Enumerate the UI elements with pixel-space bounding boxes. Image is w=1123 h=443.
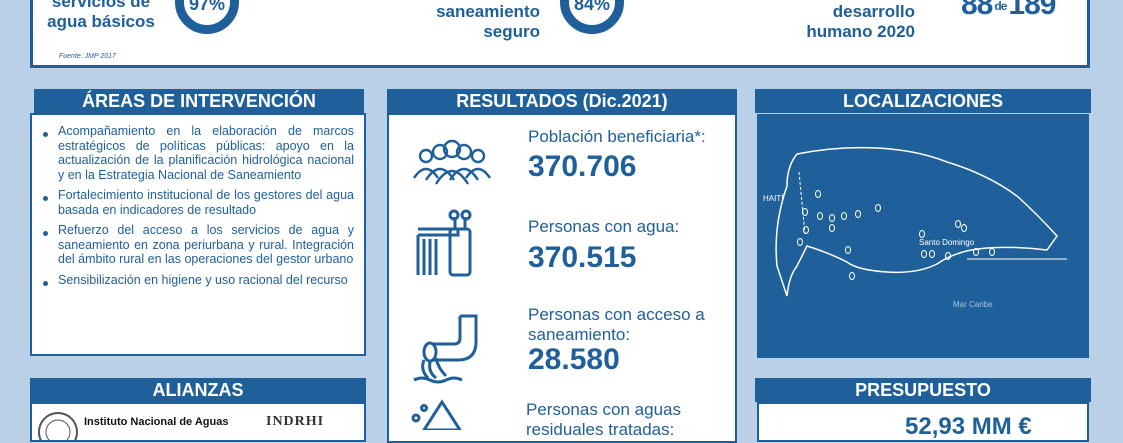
location-pin [955,220,961,228]
map-label-sea: Mar Caribe [953,300,993,309]
result-wastewater-label: Personas con aguas residuales tratadas: [526,400,681,439]
alliances-title: ALIANZAS [30,378,366,402]
inst-seal-icon [38,412,78,440]
stat-water-label: servicios de agua básicos [47,0,155,31]
sewage-pipe-icon [413,314,478,384]
location-pin [829,214,835,222]
location-pin [973,248,979,256]
budget-title: PRESUPUESTO [755,378,1091,402]
areas-item: Acompañamiento en la elaboración de marc… [36,124,354,182]
areas-panel [30,113,366,356]
location-pin [829,224,835,232]
source-note: Fuente: JMP 2017 [59,53,116,60]
locations-map: HAITÍ Santo Domingo Mar Caribe [757,114,1089,358]
location-pin [803,226,809,234]
results-panel [387,113,737,443]
map-label-haiti: HAITÍ [763,194,784,203]
location-pin [875,204,881,212]
location-pin [919,230,925,238]
location-pin [945,252,951,260]
location-pin [817,212,823,220]
result-sanitation-label: Personas con acceso a saneamiento: [528,305,705,344]
result-sanitation-value: 28.580 [528,343,620,376]
budget-value: 52,93 MM € [905,413,1032,440]
result-water-value: 370.515 [528,241,637,274]
locations-title: LOCALIZACIONES [755,89,1091,113]
areas-title: ÁREAS DE INTERVENCIÓN [34,89,364,113]
top-stats-band: servicios de agua básicos 97% Fuente: JM… [30,0,1090,68]
result-beneficiaries-value: 370.706 [528,150,637,183]
result-water-label: Personas con agua: [528,217,680,236]
location-pin [845,246,851,254]
hdi-rank: 88 de189 [961,0,1056,21]
location-pin [921,250,927,258]
areas-item: Refuerzo del acceso a los servicios de a… [36,223,354,267]
stat-hdi-label: desarrollo humano 2020 [806,2,915,41]
indrhi-logo: INDRHI [266,414,325,429]
water-drop-icon [411,399,462,430]
map-label-santo-domingo: Santo Domingo [919,238,975,247]
location-pin [797,238,803,246]
stat-water-ring: 97% [175,0,239,34]
location-pin [855,210,861,218]
areas-item: Sensibilización en higiene y uso raciona… [36,273,354,288]
areas-list: Acompañamiento en la elaboración de marc… [36,124,354,293]
location-pin [815,190,821,198]
location-pin [961,224,967,232]
people-group-icon [413,139,491,185]
results-title: RESULTADOS (Dic.2021) [387,89,737,113]
inst-name: Instituto Nacional de Aguas [84,416,229,428]
location-pin [849,272,855,280]
location-pin [929,250,935,258]
areas-item: Fortalecimiento institucional de los ges… [36,188,354,217]
stat-sanitation-ring: 84% [560,0,624,34]
water-tap-icon [416,209,472,277]
location-pin [802,208,808,216]
island-outline [775,146,1067,297]
stat-sanitation-label: saneamiento seguro [436,2,540,41]
result-beneficiaries-label: Población beneficiaria*: [528,127,706,146]
location-pin [989,248,995,256]
location-pin [841,212,847,220]
